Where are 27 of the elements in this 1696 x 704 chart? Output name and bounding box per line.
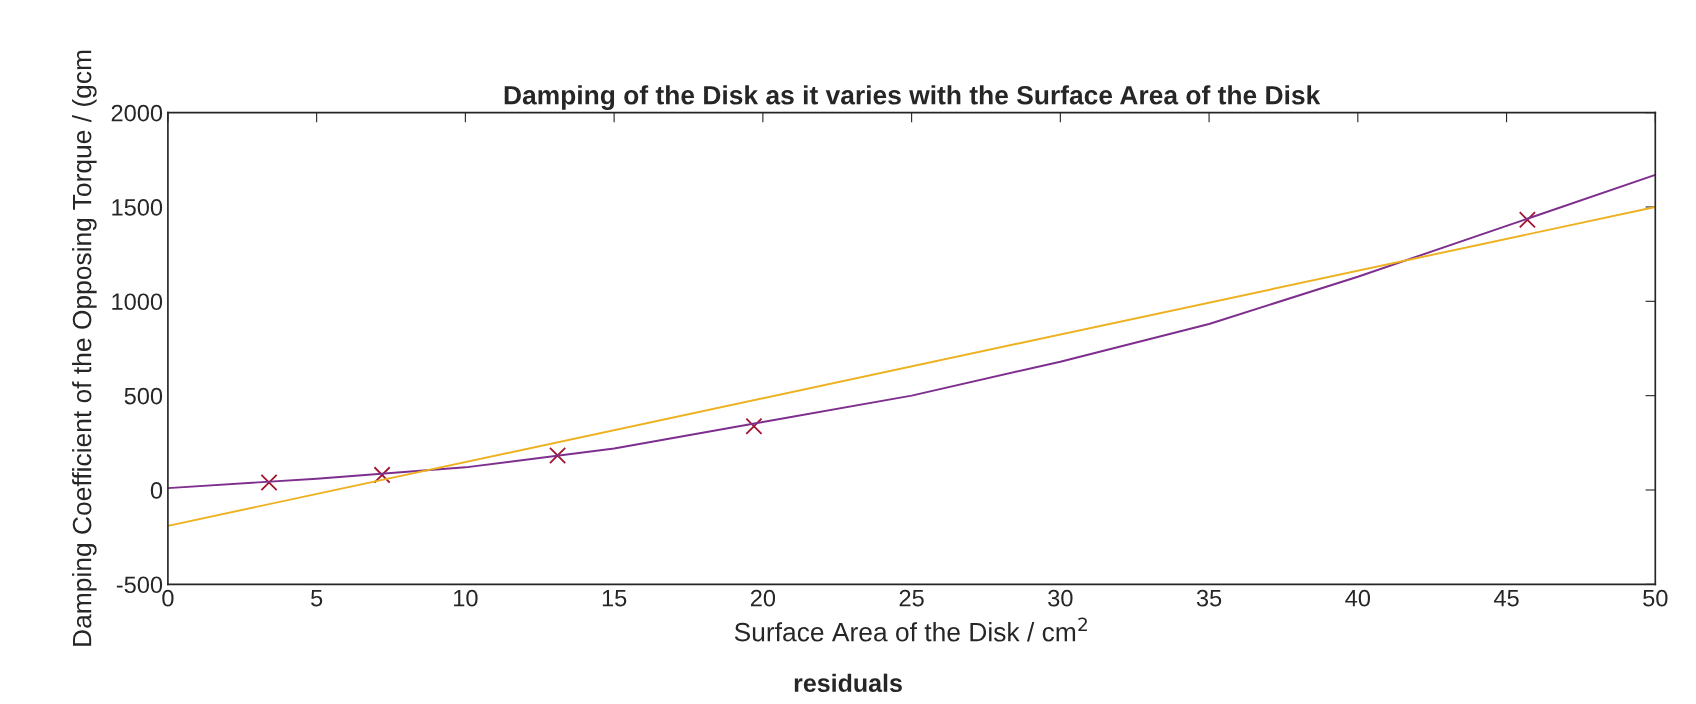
text: residuals — [794, 673, 902, 693]
x-tick-label: 10 — [454, 589, 478, 607]
x-tick-label: 50 — [1643, 589, 1668, 607]
point — [260, 473, 278, 491]
y-tick-label: 0 — [150, 482, 163, 499]
x-axis-title: Surface Area of the Disk / cm$^{2}$ — [734, 617, 1087, 642]
y-axis-title: Damping Coefficient of the Opposing Torque / (gcm — [72, 50, 97, 646]
y-tick-label: 2000 — [111, 104, 163, 122]
y-tick-label: 1500 — [112, 199, 163, 216]
x-tick-label: 0 — [162, 589, 174, 607]
x-tick-label: 45 — [1493, 590, 1519, 607]
y-tick-label: 1000 — [112, 293, 163, 311]
chart-title: Damping of the Disk as it varies with the Surface Area of the Disk — [504, 85, 1321, 110]
point — [549, 446, 567, 465]
x-tick-label: 35 — [1196, 589, 1222, 607]
x-tick-label: 15 — [602, 590, 627, 607]
y-tick-label: 500 — [124, 387, 163, 405]
y-tick-label: -500 — [116, 576, 163, 594]
x-tick-label: 40 — [1345, 589, 1371, 607]
point — [745, 417, 763, 435]
x-tick-label: 25 — [899, 589, 924, 607]
point — [373, 466, 391, 484]
point — [1518, 211, 1536, 229]
line-series — [167, 173, 1656, 490]
x-tick-label: 5 — [311, 590, 323, 607]
x-tick-label: 30 — [1048, 589, 1073, 607]
x-tick-label: 20 — [750, 589, 776, 607]
